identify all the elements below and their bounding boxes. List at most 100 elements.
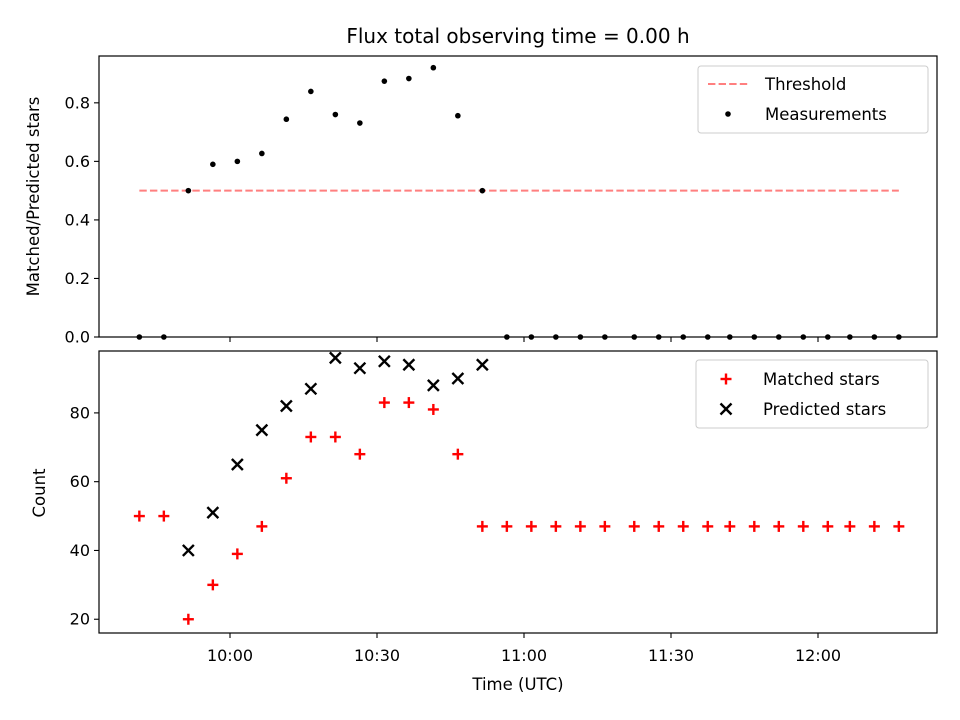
star-count-points [133,351,905,625]
measurement-point [259,150,265,157]
measurement-point [161,334,167,340]
x-tick-label: 11:30 [648,646,694,665]
matched-star-point [403,397,415,409]
matched-star-point [574,520,586,532]
top-x-ticks [229,337,819,342]
legend-predicted-swatch [719,402,733,416]
measurement-point [185,187,192,194]
matched-star-point [677,520,689,532]
matched-star-point [207,579,219,591]
measurement-point [825,334,831,340]
predicted-star-point [451,372,465,385]
matched-star-point [868,520,880,532]
measurement-point [577,334,584,340]
matched-star-point [231,548,243,560]
matched-star-point [476,520,488,532]
matched-star-point [133,510,145,522]
legend-measurements-label: Measurements [765,105,887,124]
bottom-y-ticks: 20 40 60 80 [70,403,99,629]
legend-threshold-label: Threshold [764,75,846,94]
measurement-point [896,334,902,340]
predicted-star-point [304,382,318,396]
matched-star-point [599,520,611,532]
bottom-y-tick-label: 40 [70,541,90,560]
legend-predicted-label: Predicted stars [763,400,886,419]
chart-title: Flux total observing time = 0.00 h [346,24,689,48]
legend-matched-swatch [720,373,732,385]
legend-predicted-marker [719,402,733,416]
measurement-point [871,334,878,340]
matched-star-point [653,520,665,532]
matched-star-point [724,520,736,532]
bottom-y-tick-label: 80 [70,403,90,422]
matched-star-point [525,520,537,532]
matched-star-point [354,448,366,460]
matched-star-point [378,397,390,409]
predicted-star-point [402,358,416,372]
matched-star-point [797,520,809,532]
x-tick-label: 10:30 [354,646,400,665]
matched-star-point [893,520,905,532]
measurement-point [357,120,363,126]
predicted-star-point [255,423,269,437]
measurement-point [727,334,733,340]
measurement-point [528,334,535,340]
predicted-star-point [378,354,391,368]
bottom-y-axis-label: Count [30,468,49,518]
measurement-point [406,75,412,82]
matched-star-point [158,510,170,522]
measurement-point [553,334,559,340]
predicted-star-point [329,351,342,365]
predicted-star-point [231,458,244,471]
top-y-ticks: 0.0 0.2 0.4 0.6 0.8 [65,93,99,347]
matched-star-point [329,431,341,443]
x-tick-label: 11:00 [501,646,547,665]
measurement-point [504,334,510,340]
x-axis-label: Time (UTC) [471,675,563,694]
predicted-star-point [476,358,489,372]
bottom-y-tick-label: 60 [70,472,90,491]
x-tick-label: 12:00 [795,646,841,665]
matched-star-point [182,613,194,625]
predicted-star-point [206,506,220,519]
measurement-point [332,111,339,118]
matched-star-point [822,520,834,532]
matched-star-point [501,520,513,532]
matched-star-point [844,520,856,532]
matched-star-point [280,472,292,484]
legend-matched-marker [720,373,732,385]
top-panel: Matched/Predicted stars 0.00.20.40.60.8 … [24,55,938,347]
bottom-y-tick-label: 20 [70,610,90,629]
measurement-point [631,334,638,340]
matched-star-point [452,448,464,460]
measurement-point [776,334,782,340]
predicted-star-point [427,379,440,392]
matched-star-point [256,520,268,532]
measurement-point [479,187,486,194]
measurement-point [800,334,807,340]
bottom-legend: Matched stars Predicted stars [695,359,929,429]
measurement-point [308,88,314,95]
measurement-point [136,334,143,340]
matched-star-point [550,520,562,532]
top-y-tick-label: 0.6 [65,152,90,171]
matched-star-point [305,431,317,443]
top-y-axis-label: Matched/Predicted stars [24,97,43,297]
measurement-point [847,334,853,340]
measurement-point [680,334,687,340]
matched-star-point [773,520,785,532]
top-y-tick-label: 0.4 [65,210,90,229]
measurement-point [234,158,241,165]
measurement-points [136,64,902,340]
measurement-point [381,78,388,84]
measurement-point [751,334,758,340]
measurement-point [430,64,437,71]
legend-measurements-swatch [725,111,731,117]
matched-star-point [702,520,714,532]
top-panel-frame [98,55,938,338]
measurement-point [602,334,608,340]
predicted-star-point [353,361,367,375]
bottom-x-ticks: 10:00 10:30 11:00 11:30 12:00 [207,633,841,665]
top-legend-box [697,65,929,134]
